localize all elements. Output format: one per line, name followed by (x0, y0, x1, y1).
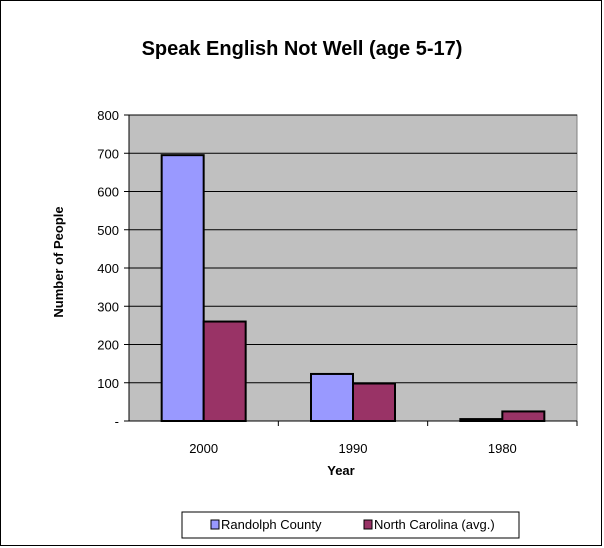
x-tick-label: 1990 (339, 441, 368, 456)
x-axis-title: Year (327, 463, 354, 478)
bar-north-carolina-avg-1990 (352, 382, 396, 423)
y-tick-label: 400 (97, 261, 119, 276)
bar-randolph-county-1990 (310, 372, 354, 423)
bar-randolph-county-2000 (160, 154, 205, 422)
legend-box (181, 511, 520, 539)
bar-randolph-county-1980 (459, 418, 504, 422)
legend-swatch (363, 519, 373, 530)
legend: Randolph County North Carolina (avg.) (181, 511, 520, 539)
y-axis-title: Number of People (51, 206, 66, 317)
x-tick-label: 2000 (189, 441, 218, 456)
y-tick-label: 800 (97, 108, 119, 123)
bar-north-carolina-avg-1980 (501, 410, 546, 422)
y-tick-label: 600 (97, 185, 119, 200)
legend-label: Randolph County (221, 517, 322, 532)
bar-north-carolina-avg-2000 (202, 320, 247, 422)
plot-area: - 100 200 300 400 500 600 700 800 2000 1990 1980 (97, 108, 578, 456)
y-tick-label: 200 (97, 338, 119, 353)
y-tick-label: 300 (97, 299, 119, 314)
y-tick-label: 100 (97, 376, 119, 391)
x-tick-label: 1980 (488, 441, 517, 456)
y-tick-label: 700 (97, 146, 119, 161)
y-tick-label: 500 (97, 223, 119, 238)
y-tick-label: - (115, 414, 119, 429)
legend-label: North Carolina (avg.) (374, 517, 495, 532)
legend-swatch (210, 519, 220, 530)
chart-title: Speak English Not Well (age 5-17) (142, 38, 463, 60)
